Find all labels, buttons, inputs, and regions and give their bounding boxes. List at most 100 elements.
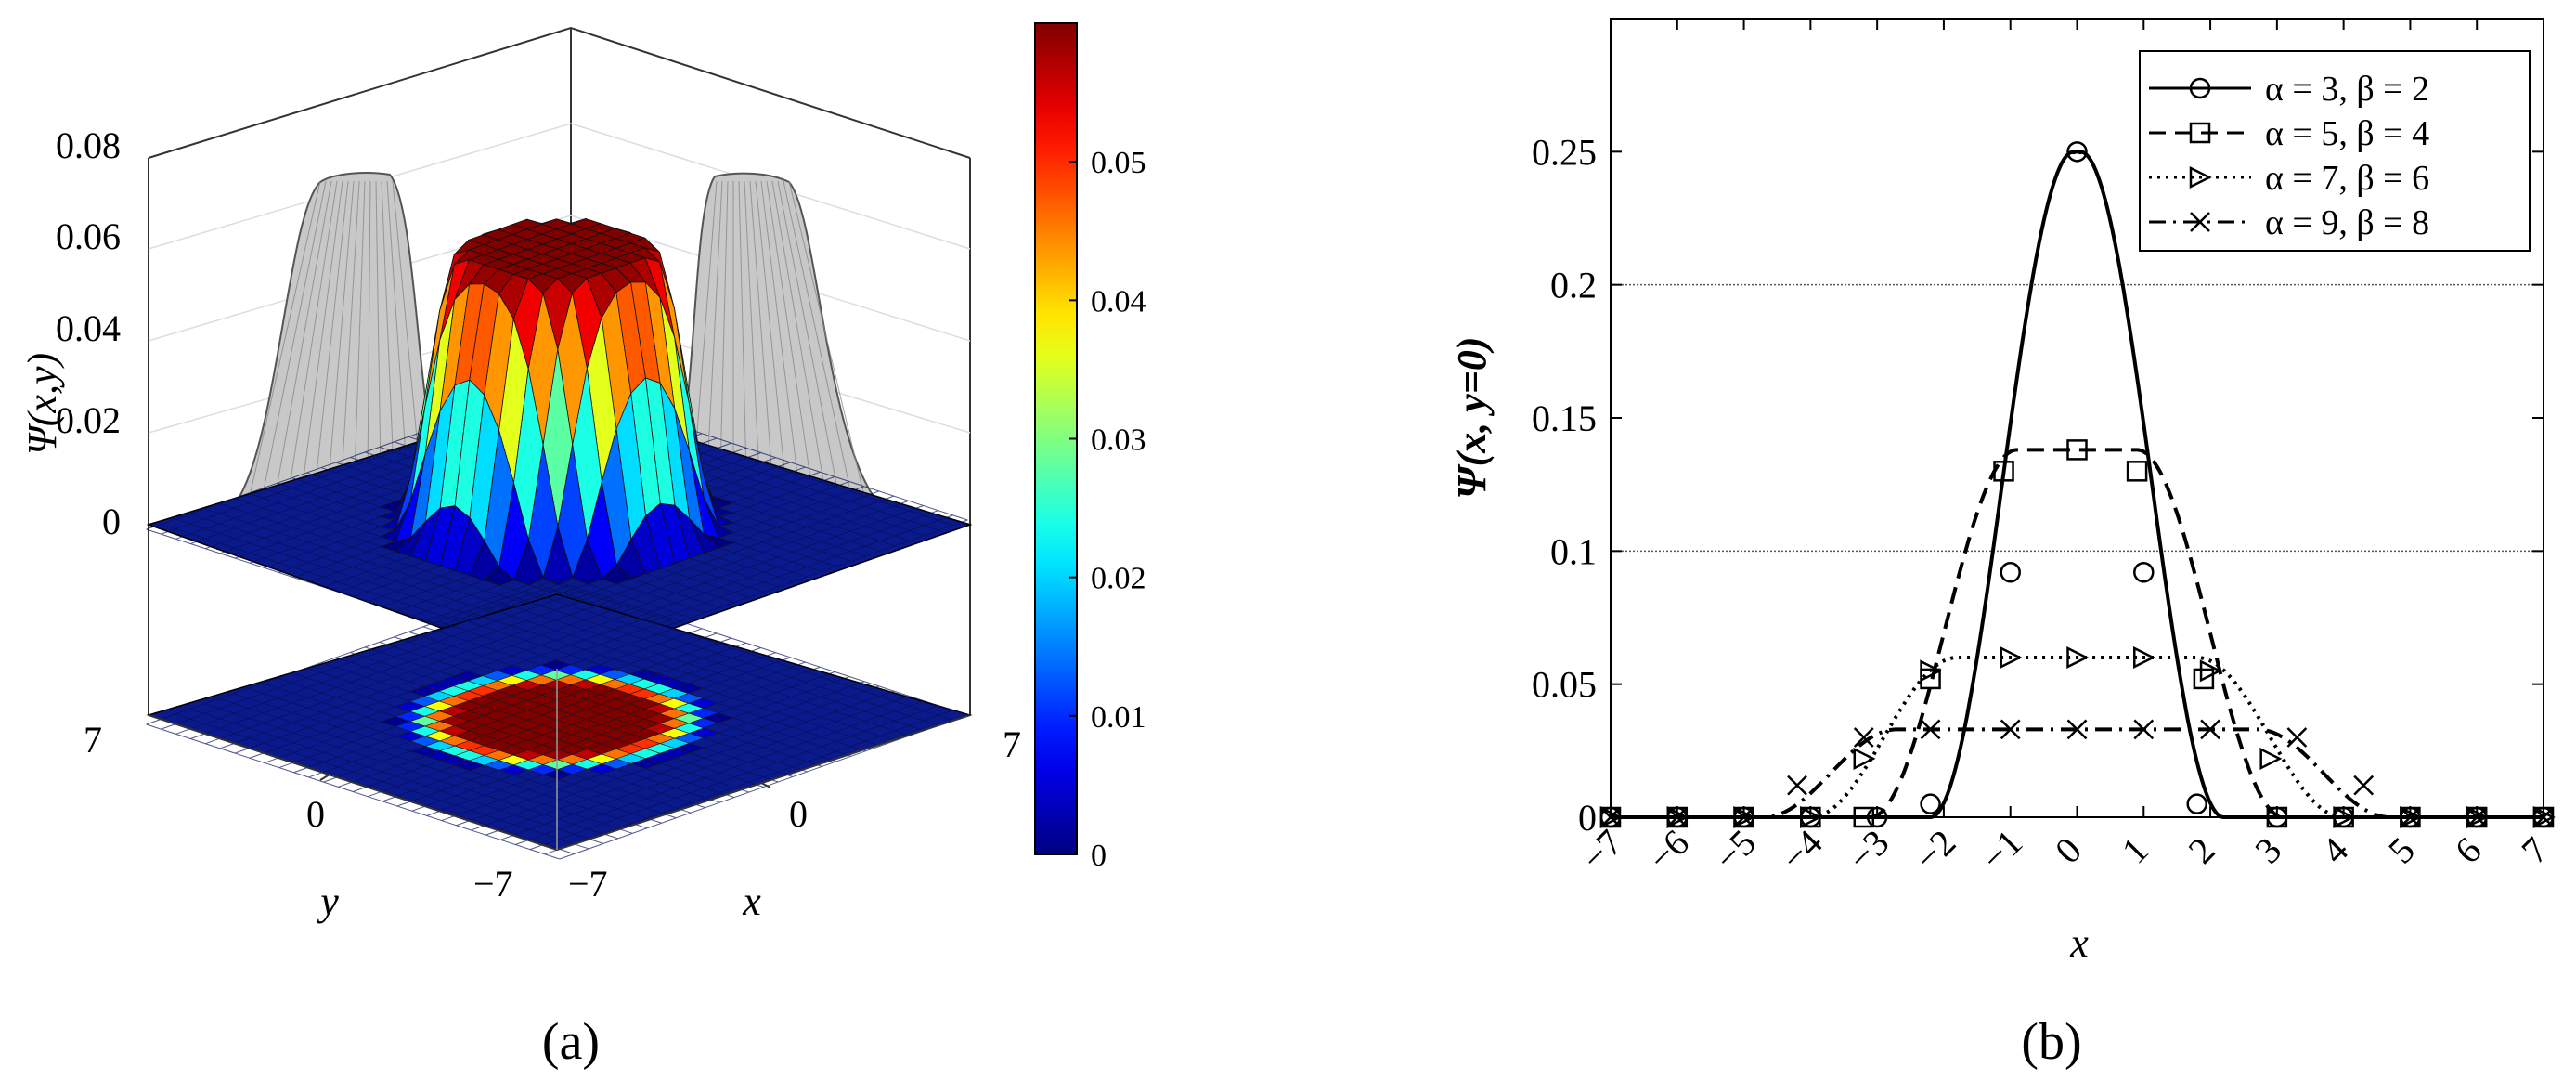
contour-cell [687, 697, 719, 709]
x-tick-labels: −7 0 7 [568, 723, 1021, 905]
profile-hatch-line [766, 180, 812, 486]
z-tick-0.02: 0.02 [56, 399, 121, 441]
marker-circle [2000, 562, 2021, 583]
marker-x [2353, 775, 2375, 796]
y-tick-label: 0.05 [1532, 664, 1597, 706]
x-tick-label: 0 [2047, 828, 2090, 871]
profile-hatch-line [315, 180, 349, 484]
marker-x [2466, 807, 2488, 827]
marker-triangle [2000, 645, 2023, 670]
z-tick-0.06: 0.06 [56, 215, 121, 257]
panel-b-line-chart: 00.050.10.150.20.25−7 −6 −5 −4 −3 −2 −1 0 1 2 3 4 5 6… [1449, 18, 2556, 1071]
surface-cell [601, 565, 632, 585]
legend-items: α = 3, β = 2 α = 5, β = 4 α = 7, β = 6 α = … [2149, 70, 2429, 242]
surface-dome [379, 217, 735, 586]
z-tick-0: 0 [102, 501, 121, 542]
marker-triangle [2189, 165, 2212, 189]
marker-square [2189, 122, 2211, 144]
marker-triangle [2199, 659, 2222, 683]
marker-triangle [2133, 645, 2156, 670]
marker-circle [2189, 77, 2211, 99]
colorbar: 0 0.01 0.02 0.03 0.04 0.05 [1034, 22, 1146, 873]
marker-x [1853, 727, 1874, 748]
x-axis-label: x [742, 879, 761, 924]
x-tick-0: 0 [789, 793, 808, 835]
marker-square [1853, 806, 1875, 828]
marker-x [1666, 807, 1688, 827]
y-tick-label: 0 [1578, 797, 1597, 839]
y-tick-label: 0.25 [1532, 131, 1597, 173]
gray-profile-right [671, 172, 880, 503]
panel-a-surface-plot: 0.08 0.06 0.04 0.02 0 7 0 −7 −7 0 7 Ψ(x,… [19, 22, 1146, 1071]
marker-triangle [1920, 659, 1943, 683]
profile-hatch-line [706, 180, 723, 471]
profile-hatch-line [738, 180, 747, 476]
marker-square [2266, 806, 2288, 828]
legend-label: α = 9, β = 8 [2265, 203, 2429, 242]
marker-square [2126, 461, 2148, 482]
marker-triangle [1733, 805, 1756, 829]
contour-map-disk [380, 659, 734, 780]
legend-label: α = 5, β = 4 [2265, 114, 2429, 153]
x-tick-label: 7 [2513, 828, 2556, 871]
marker-x [1600, 807, 1621, 827]
profile-hatch-line [760, 180, 799, 484]
profile-hatch-line [289, 180, 338, 488]
contour-grid-line [496, 600, 910, 736]
panel-a-label: (a) [542, 1013, 600, 1071]
profile-hatch-line [788, 180, 864, 493]
y-tick-0: 0 [306, 793, 325, 835]
marker-triangle [2466, 805, 2490, 829]
profile-hatch-line [328, 180, 355, 482]
marker-triangle [1599, 805, 1623, 829]
marker-circle [1866, 806, 1888, 828]
marker-triangle [2400, 805, 2423, 829]
z-tick-labels: 0.08 0.06 0.04 0.02 0 [56, 124, 121, 542]
profile-hatch-line [302, 180, 343, 486]
y-tick-label: 0.1 [1550, 530, 1597, 572]
x-tick-label: −6 [1639, 821, 1697, 879]
contour-grid-line [500, 695, 909, 840]
contour-grid-line [524, 590, 939, 726]
profile-hatch-line [777, 180, 838, 489]
x-tick-label: 5 [2380, 828, 2423, 871]
grid-lines [1611, 283, 2544, 553]
marker-square [1993, 461, 2014, 482]
front-axes [148, 669, 971, 851]
series-markers [1599, 141, 2556, 829]
y-tick-label: 0.2 [1550, 265, 1597, 306]
profile-hatch-line [341, 180, 360, 480]
x-tick-label: 3 [2246, 828, 2289, 871]
marker-x [2133, 719, 2155, 740]
gray-profile-hatching [250, 180, 864, 493]
marker-triangle [1800, 805, 1823, 829]
colorbar-tick-label: 0 [1091, 839, 1107, 873]
front-axis-ticks [319, 774, 771, 788]
marker-x [2400, 807, 2421, 827]
x-tick-label: −1 [1973, 821, 2030, 879]
y-axis-label: y [317, 879, 339, 924]
x-tick-label: 6 [2447, 828, 2490, 871]
marker-x [2200, 719, 2220, 740]
marker-triangle [1666, 805, 1689, 829]
marker-x [2533, 807, 2554, 827]
x-tick-label: −4 [1773, 821, 1831, 879]
legend: α = 3, β = 2 α = 5, β = 4 α = 7, β = 6 α = … [2139, 50, 2531, 252]
contour-cell [703, 712, 734, 723]
contour-grid-line [481, 606, 896, 742]
colorbar-ticks: 0 0.01 0.02 0.03 0.04 0.05 [1069, 146, 1146, 873]
series-line [1611, 656, 2544, 819]
contour-grid-line [510, 595, 925, 732]
contour-cell [688, 727, 720, 738]
x-tick-label: −3 [1840, 821, 1897, 879]
z-tick-0.08: 0.08 [56, 124, 121, 166]
profile-hatch-line [367, 180, 371, 476]
y-tick-neg7: −7 [473, 863, 513, 905]
profile-hatch-line [755, 180, 786, 482]
profile-hatch-line [392, 180, 421, 469]
marker-x [2000, 719, 2021, 740]
profile-hatch-line [749, 180, 773, 480]
colorbar-tick-label: 0.01 [1091, 700, 1146, 735]
y-tick-labels: 7 0 −7 [84, 719, 513, 905]
profile-hatch-line [276, 180, 332, 489]
